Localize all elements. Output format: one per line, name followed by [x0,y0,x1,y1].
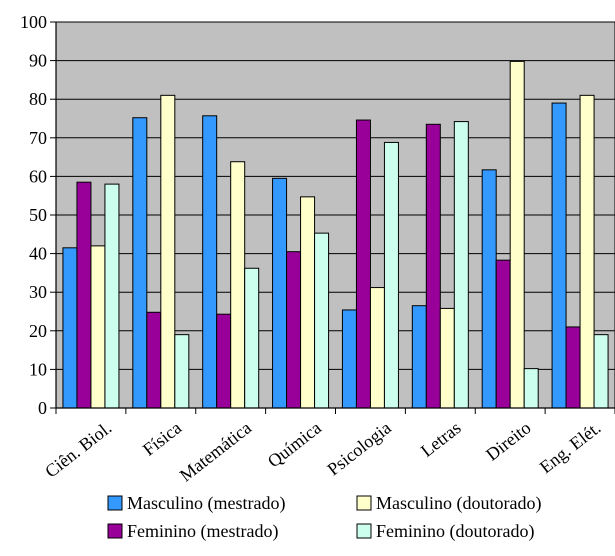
bar [565,326,581,409]
bar [216,313,232,409]
x-tick-label: Direito [482,417,535,464]
bar [355,119,371,409]
bar [383,141,399,409]
x-tick-label: Ciên. Biol. [41,417,115,481]
y-tick-label: 100 [20,12,47,32]
bar [202,115,218,409]
legend-swatch [107,523,123,539]
y-axis-ticks: 0 10 20 30 40 50 60 70 80 90 100 [20,12,56,418]
y-tick-label: 70 [29,128,47,148]
bar [579,94,595,409]
bar [300,196,316,409]
y-tick-label: 10 [29,359,47,379]
bar [244,267,260,409]
bars-group [62,60,609,409]
bar [411,305,427,409]
bar [76,181,92,409]
bar [593,334,609,409]
legend-swatch [356,523,372,539]
bar [272,177,288,409]
bar [551,102,567,409]
y-tick-label: 90 [29,51,47,71]
bar [174,334,190,409]
bar [314,232,330,409]
x-tick-label: Física [139,417,185,459]
legend-swatch [356,495,372,511]
bar [62,247,78,409]
legend-label: Masculino (mestrado) [127,493,285,514]
bar [160,94,176,409]
bar [439,307,455,409]
bar [481,169,497,409]
bar [453,121,469,409]
x-tick-label: Eng. Elét. [536,417,605,477]
legend-label: Feminino (mestrado) [127,521,278,542]
bar [495,259,511,409]
y-tick-label: 0 [38,398,47,418]
bar [104,183,120,409]
bar [132,117,148,409]
y-tick-label: 30 [29,282,47,302]
bar [369,287,385,409]
x-tick-label: Química [264,417,325,471]
bar [509,60,525,409]
legend-label: Feminino (doutorado) [376,521,534,542]
bar [90,245,106,409]
y-tick-label: 80 [29,89,47,109]
y-tick-label: 40 [29,244,47,264]
legend: Masculino (mestrado) Masculino (doutorado… [107,493,541,542]
x-tick-label: Psicologia [323,417,394,479]
y-tick-label: 60 [29,166,47,186]
bar [286,251,302,409]
y-tick-label: 20 [29,321,47,341]
bar [146,311,162,409]
x-tick-label: Matemática [176,417,255,485]
y-tick-label: 50 [29,205,47,225]
bar [425,123,441,409]
legend-label: Masculino (doutorado) [376,493,541,514]
legend-swatch [107,495,123,511]
bar [230,161,246,409]
bar [341,309,357,409]
bar [523,368,539,409]
x-tick-label: Letras [417,417,465,460]
